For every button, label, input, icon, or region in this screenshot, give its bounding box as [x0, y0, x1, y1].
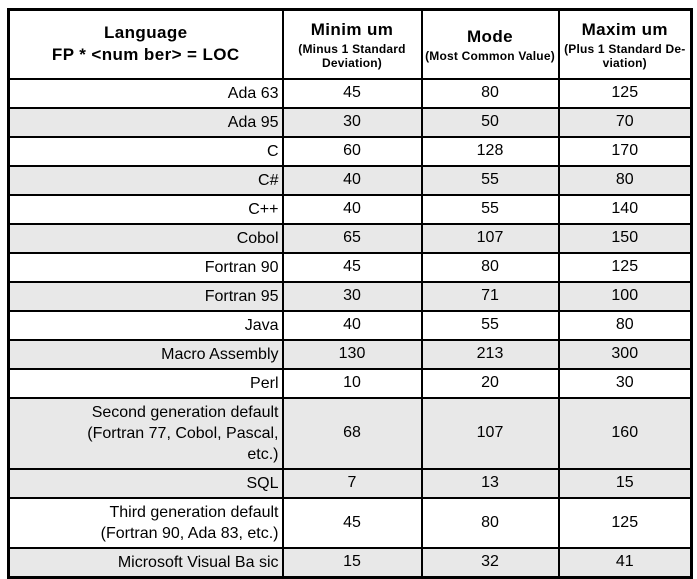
minimum-cell: 15: [281, 546, 423, 578]
minimum-cell: 30: [281, 106, 423, 138]
table-row: Second generation default (Fortran 77, C…: [7, 396, 693, 470]
mode-cell: 32: [420, 546, 560, 578]
header-mode: Mode (Most Common Value): [420, 8, 560, 80]
header-mode-title: Mode: [467, 26, 513, 46]
mode-cell: 107: [420, 222, 560, 254]
table-row: Macro Assembly 130 213 300: [7, 338, 693, 370]
table-row: C# 40 55 80: [7, 164, 693, 196]
table-row: Ada 95 30 50 70: [7, 106, 693, 138]
header-mode-subtitle: (Most Common Value): [425, 48, 555, 63]
minimum-cell: 10: [281, 367, 423, 399]
table-body: Ada 63 45 80 125 Ada 95 30 50 70 C 60 12…: [7, 77, 693, 578]
maximum-cell: 80: [557, 164, 693, 196]
language-cell: Fortran 95: [7, 280, 284, 312]
language-cell: Ada 63: [7, 77, 284, 109]
header-language-formula: FP * <num ber> = LOC: [51, 45, 240, 65]
maximum-cell: 140: [557, 193, 693, 225]
mode-cell: 55: [420, 164, 560, 196]
minimum-cell: 130: [281, 338, 423, 370]
maximum-cell: 15: [557, 467, 693, 499]
maximum-cell: 150: [557, 222, 693, 254]
mode-cell: 20: [420, 367, 560, 399]
fp-loc-table-container: Language FP * <num ber> = LOC Minim um (…: [7, 8, 693, 579]
maximum-cell: 300: [557, 338, 693, 370]
maximum-cell: 125: [557, 77, 693, 109]
minimum-cell: 60: [281, 135, 423, 167]
minimum-cell: 40: [281, 193, 423, 225]
table-row: Microsoft Visual Ba sic 15 32 41: [7, 546, 693, 578]
header-language-title: Language: [104, 23, 188, 43]
maximum-cell: 30: [557, 367, 693, 399]
table-row: Fortran 90 45 80 125: [7, 251, 693, 283]
table-row: Ada 63 45 80 125: [7, 77, 693, 109]
minimum-cell: 40: [281, 309, 423, 341]
fp-loc-conversion-table: Language FP * <num ber> = LOC Minim um (…: [7, 8, 693, 579]
minimum-cell: 45: [281, 77, 423, 109]
mode-cell: 107: [420, 396, 560, 470]
mode-cell: 13: [420, 467, 560, 499]
table-row: Perl 10 20 30: [7, 367, 693, 399]
mode-cell: 80: [420, 496, 560, 549]
table-row: C++ 40 55 140: [7, 193, 693, 225]
minimum-cell: 45: [281, 496, 423, 549]
header-minimum: Minim um (Minus 1 Standard Deviation): [281, 8, 423, 80]
language-cell: Second generation default (Fortran 77, C…: [7, 396, 284, 470]
maximum-cell: 125: [557, 496, 693, 549]
language-cell: C++: [7, 193, 284, 225]
language-cell: Third generation default (Fortran 90, Ad…: [7, 496, 284, 549]
language-cell: SQL: [7, 467, 284, 499]
mode-cell: 80: [420, 77, 560, 109]
maximum-cell: 80: [557, 309, 693, 341]
minimum-cell: 45: [281, 251, 423, 283]
table-row: Third generation default (Fortran 90, Ad…: [7, 496, 693, 549]
maximum-cell: 41: [557, 546, 693, 578]
header-maximum-title: Maxim um: [581, 19, 668, 39]
language-cell: Macro Assembly: [7, 338, 284, 370]
language-cell: C#: [7, 164, 284, 196]
header-row: Language FP * <num ber> = LOC Minim um (…: [7, 8, 693, 80]
minimum-cell: 68: [281, 396, 423, 470]
language-cell: Ada 95: [7, 106, 284, 138]
mode-cell: 80: [420, 251, 560, 283]
header-language: Language FP * <num ber> = LOC: [7, 8, 284, 80]
language-cell: Microsoft Visual Ba sic: [7, 546, 284, 578]
table-row: SQL 7 13 15: [7, 467, 693, 499]
minimum-cell: 65: [281, 222, 423, 254]
table-row: C 60 128 170: [7, 135, 693, 167]
table-row: Java 40 55 80: [7, 309, 693, 341]
table-row: Fortran 95 30 71 100: [7, 280, 693, 312]
maximum-cell: 170: [557, 135, 693, 167]
minimum-cell: 7: [281, 467, 423, 499]
table-row: Cobol 65 107 150: [7, 222, 693, 254]
mode-cell: 71: [420, 280, 560, 312]
header-maximum: Maxim um (Plus 1 Standard De- viation): [557, 8, 693, 80]
language-cell: Perl: [7, 367, 284, 399]
mode-cell: 50: [420, 106, 560, 138]
header-maximum-subtitle: (Plus 1 Standard De- viation): [564, 41, 686, 70]
header-minimum-title: Minim um: [310, 19, 394, 39]
maximum-cell: 70: [557, 106, 693, 138]
minimum-cell: 30: [281, 280, 423, 312]
maximum-cell: 100: [557, 280, 693, 312]
maximum-cell: 160: [557, 396, 693, 470]
language-cell: Java: [7, 309, 284, 341]
mode-cell: 55: [420, 193, 560, 225]
mode-cell: 55: [420, 309, 560, 341]
mode-cell: 213: [420, 338, 560, 370]
language-cell: Fortran 90: [7, 251, 284, 283]
language-cell: C: [7, 135, 284, 167]
mode-cell: 128: [420, 135, 560, 167]
maximum-cell: 125: [557, 251, 693, 283]
language-cell: Cobol: [7, 222, 284, 254]
header-minimum-subtitle: (Minus 1 Standard Deviation): [298, 41, 406, 70]
minimum-cell: 40: [281, 164, 423, 196]
